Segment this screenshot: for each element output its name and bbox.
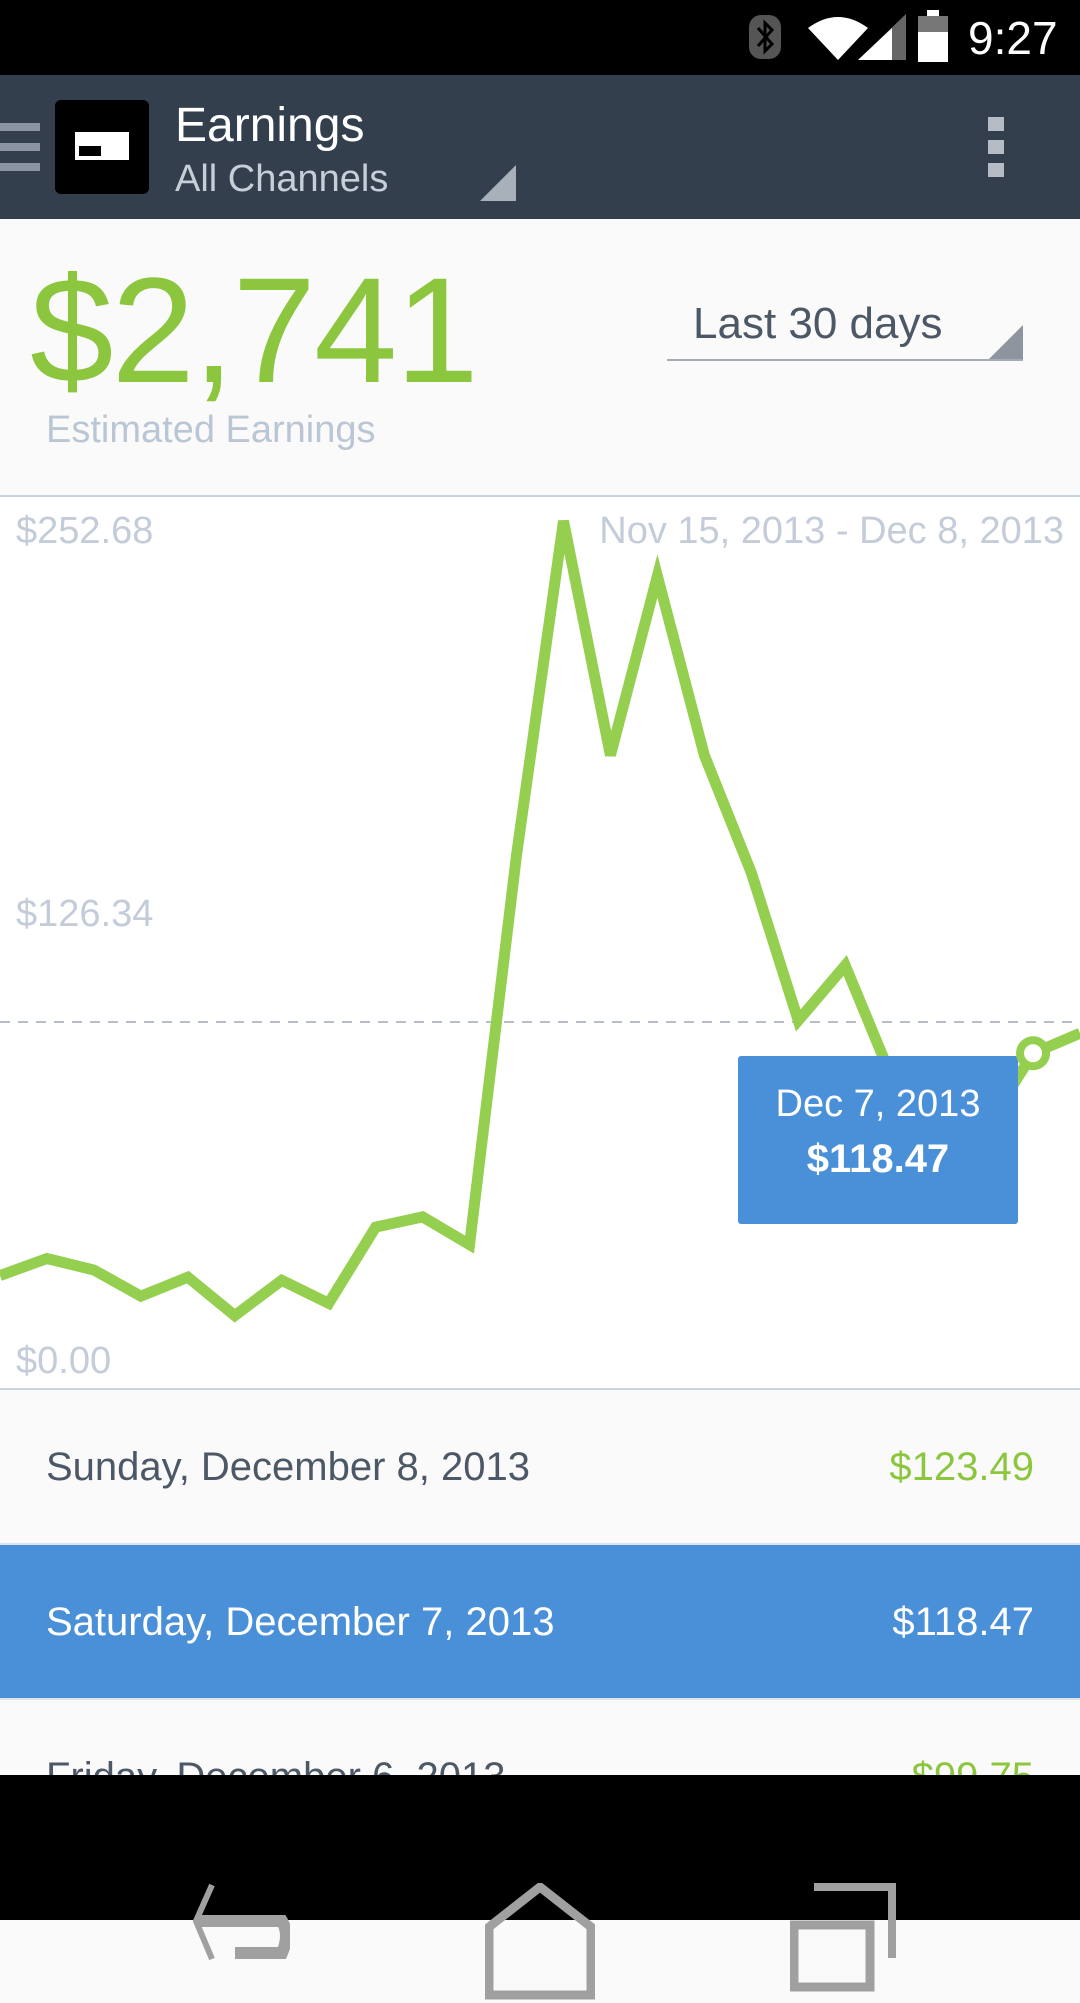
page-title: Earnings xyxy=(175,99,365,152)
y-tick-mid: $126.34 xyxy=(16,893,154,935)
data-point-nov-27[interactable] xyxy=(557,515,569,527)
status-bar: 9:27 xyxy=(0,0,1080,75)
data-point-nov-17[interactable] xyxy=(88,1264,100,1276)
earnings-chart[interactable]: $252.68 $126.34 $0.00 Nov 15, 2013 - Dec… xyxy=(0,495,1080,1390)
tooltip-value: $118.47 xyxy=(806,1137,950,1181)
data-point-nov-26[interactable] xyxy=(511,849,523,861)
list-item-date: Sunday, December 8, 2013 xyxy=(46,1444,531,1489)
menu-icon xyxy=(0,123,40,171)
data-point-dec-1[interactable] xyxy=(745,867,757,879)
home-icon[interactable] xyxy=(485,1883,595,2003)
y-tick-min: $0.00 xyxy=(16,1340,112,1382)
channel-subtitle: All Channels xyxy=(175,158,389,200)
home-up-button[interactable] xyxy=(0,75,190,219)
wifi-icon xyxy=(808,17,868,60)
data-point-dec-7[interactable] xyxy=(1027,1047,1039,1059)
data-point-nov-23[interactable] xyxy=(370,1221,382,1233)
date-range-spinner[interactable]: Last 30 days xyxy=(667,291,1023,361)
date-range-value: Last 30 days xyxy=(693,299,943,348)
list-item[interactable]: Sunday, December 8, 2013 $123.49 xyxy=(0,1390,1080,1545)
earnings-summary: $2,741 Estimated Earnings Last 30 days xyxy=(0,219,1080,495)
estimated-earnings-label: Estimated Earnings xyxy=(46,409,376,451)
navigation-bar xyxy=(0,1775,1080,2000)
overflow-menu-icon[interactable] xyxy=(986,117,1010,177)
chart-plot[interactable] xyxy=(0,495,1080,1390)
app-logo-icon xyxy=(55,100,149,194)
action-bar: Earnings All Channels xyxy=(0,75,1080,219)
back-icon[interactable] xyxy=(190,1883,290,1993)
data-point-nov-28[interactable] xyxy=(604,749,616,761)
data-point-nov-30[interactable] xyxy=(698,749,710,761)
data-point-nov-21[interactable] xyxy=(276,1274,288,1286)
data-point-nov-20[interactable] xyxy=(229,1310,241,1322)
data-point-nov-29[interactable] xyxy=(651,570,663,582)
list-item-amount: $118.47 xyxy=(892,1599,1034,1644)
recents-icon[interactable] xyxy=(790,1883,900,1993)
y-tick-max: $252.68 xyxy=(16,510,154,552)
clock: 9:27 xyxy=(968,12,1058,64)
dropdown-triangle-icon xyxy=(989,325,1023,359)
data-point-dec-2[interactable] xyxy=(792,1015,804,1027)
list-item-amount: $123.49 xyxy=(889,1444,1034,1489)
tooltip-date: Dec 7, 2013 xyxy=(775,1083,981,1125)
data-point-nov-24[interactable] xyxy=(417,1211,429,1223)
channel-selector[interactable]: Earnings All Channels xyxy=(170,75,520,219)
data-point-nov-16[interactable] xyxy=(41,1253,53,1265)
dropdown-triangle-icon xyxy=(480,165,516,201)
battery-icon xyxy=(918,10,948,62)
list-item-date: Saturday, December 7, 2013 xyxy=(46,1599,555,1644)
data-point-nov-25[interactable] xyxy=(464,1239,476,1251)
data-point-nov-19[interactable] xyxy=(182,1271,194,1283)
estimated-earnings-amount: $2,741 xyxy=(30,246,479,414)
data-point-nov-18[interactable] xyxy=(135,1290,147,1302)
signal-icon xyxy=(858,14,906,60)
bluetooth-icon xyxy=(749,15,781,59)
data-point-nov-22[interactable] xyxy=(323,1297,335,1309)
data-point-dec-3[interactable] xyxy=(839,959,851,971)
selection-tooltip: Dec 7, 2013 $118.47 xyxy=(738,1056,1018,1224)
chart-date-range: Nov 15, 2013 - Dec 8, 2013 xyxy=(599,510,1064,552)
list-item[interactable]: Saturday, December 7, 2013 $118.47 xyxy=(0,1545,1080,1700)
